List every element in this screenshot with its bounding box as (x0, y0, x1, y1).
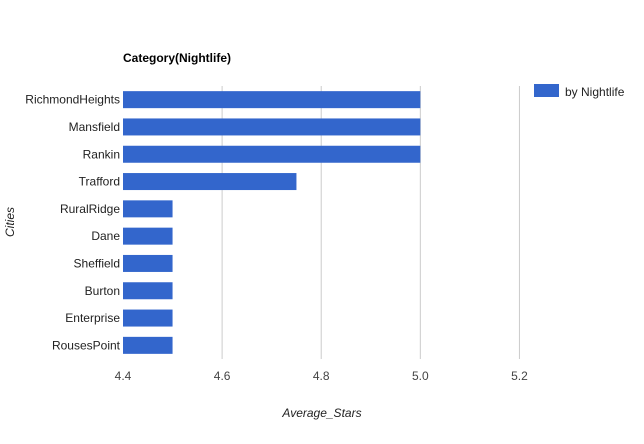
bar[interactable] (123, 145, 421, 163)
legend-swatch (534, 84, 559, 97)
bar[interactable] (123, 118, 421, 136)
x-tick-label: 4.6 (214, 369, 231, 383)
category-label: Trafford (79, 175, 120, 189)
bar[interactable] (123, 336, 173, 354)
x-tick-label: 4.8 (313, 369, 330, 383)
x-tick-label: 5.0 (412, 369, 429, 383)
x-tick-label: 4.4 (115, 369, 132, 383)
category-label: Enterprise (65, 311, 120, 325)
x-tick-label: 5.2 (511, 369, 528, 383)
category-labels: RichmondHeights Mansfield Rankin Trafford Ru… (25, 93, 120, 353)
bar[interactable] (123, 254, 173, 272)
bar[interactable] (123, 173, 297, 191)
legend-label: by Nightlife (565, 85, 625, 99)
category-label: RousesPoint (52, 338, 121, 352)
category-label: RichmondHeights (25, 93, 120, 107)
x-tick-labels: 4.4 4.6 4.8 5.0 5.2 (115, 369, 528, 383)
chart-title: Category(Nightlife) (123, 51, 231, 65)
bars (123, 91, 421, 354)
category-label: Dane (91, 229, 120, 243)
category-label: Sheffield (74, 256, 120, 270)
bar[interactable] (123, 282, 173, 300)
bar[interactable] (123, 227, 173, 245)
y-axis-title: Cities (3, 207, 17, 237)
category-label: Mansfield (69, 120, 120, 134)
bar[interactable] (123, 200, 173, 218)
category-label: RuralRidge (60, 202, 120, 216)
x-axis-title: Average_Stars (281, 406, 361, 420)
category-label: Rankin (83, 147, 120, 161)
legend: by Nightlife (534, 84, 625, 99)
category-label: Burton (85, 284, 120, 298)
bar[interactable] (123, 309, 173, 327)
bar[interactable] (123, 91, 421, 109)
